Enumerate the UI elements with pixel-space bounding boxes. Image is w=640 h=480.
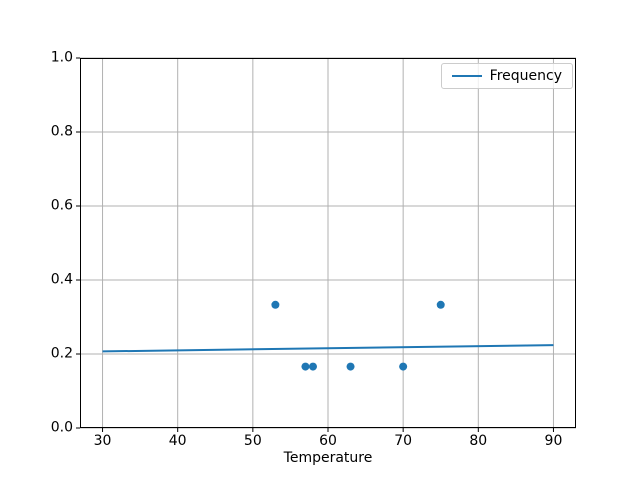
scatter-point — [308, 362, 317, 371]
scatter-point — [436, 300, 445, 309]
x-tick-label: 90 — [544, 433, 563, 449]
x-tick-label: 50 — [243, 433, 262, 449]
scatter-point — [346, 362, 355, 371]
y-tick-label: 0.4 — [50, 271, 73, 288]
axes-spines — [80, 58, 576, 428]
legend: Frequency — [440, 63, 573, 89]
y-tick-label: 0.2 — [50, 345, 73, 362]
x-tick-label: 60 — [319, 433, 337, 449]
frequency-line — [102, 344, 554, 353]
legend-label: Frequency — [489, 68, 562, 84]
x-tick-label: 70 — [394, 433, 413, 449]
x-axis-label: Temperature — [283, 450, 373, 466]
y-tick-label: 0.0 — [50, 419, 73, 436]
chart-canvas — [76, 57, 576, 432]
y-tick-label: 1.0 — [50, 49, 73, 66]
legend-line-sample — [451, 75, 482, 77]
y-tick-label: 0.6 — [50, 197, 73, 214]
plot-area: Frequency — [76, 57, 576, 432]
scatter-point — [399, 362, 408, 371]
scatter-point — [271, 300, 280, 309]
x-tick-label: 80 — [469, 433, 488, 449]
x-tick-label: 40 — [168, 433, 187, 449]
x-tick-label: 30 — [93, 433, 112, 449]
scatter-point — [301, 362, 310, 371]
y-tick-label: 0.8 — [50, 123, 73, 140]
